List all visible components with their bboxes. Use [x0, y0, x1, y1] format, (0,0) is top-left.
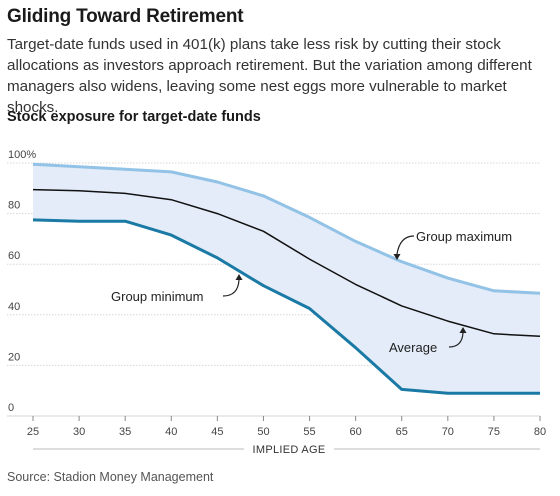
x-tick-label: 55 — [303, 426, 315, 438]
annotation-leader — [396, 235, 415, 255]
y-tick-label: 80 — [8, 200, 20, 212]
series-line-average — [32, 188, 541, 338]
y-tick-label: 40 — [8, 301, 20, 313]
x-tick-label: 75 — [488, 426, 500, 438]
x-axis-label: IMPLIED AGE — [253, 444, 326, 456]
chart-title: Stock exposure for target-date funds — [7, 109, 261, 125]
annotation-arrowhead — [393, 254, 401, 260]
min-max-band — [33, 164, 540, 394]
x-tick-label: 35 — [119, 426, 131, 438]
x-tick-label: 70 — [442, 426, 454, 438]
x-tick-label: 40 — [165, 426, 177, 438]
x-tick-label: 80 — [534, 426, 546, 438]
page-title: Gliding Toward Retirement — [7, 6, 244, 27]
x-axis: 25 30 35 40 45 50 55 60 65 70 75 80 IMPLIED AGE — [27, 416, 546, 456]
x-tick-label: 30 — [73, 426, 85, 438]
annotation-arrowhead — [235, 274, 243, 280]
y-tick-label: 60 — [8, 250, 20, 262]
x-tick-label: 45 — [211, 426, 223, 438]
x-tick-label: 65 — [396, 426, 408, 438]
page-subtitle: Target-date funds used in 401(k) plans t… — [7, 36, 532, 116]
y-tick-label: 0 — [8, 402, 14, 414]
annotation-leader — [448, 332, 464, 348]
source-note: Source: Stadion Money Management — [7, 470, 214, 484]
y-tick-label: 100% — [8, 149, 36, 161]
series-line-group-minimum — [32, 218, 540, 395]
x-tick-label: 60 — [350, 426, 362, 438]
annotation-group-maximum: Group maximum — [416, 229, 512, 244]
x-tick-label: 25 — [27, 426, 39, 438]
y-tick-label: 20 — [8, 351, 20, 363]
annotation-leader — [222, 279, 240, 297]
annotations: Group maximum Average Group minimum — [111, 229, 512, 355]
series-line-group-maximum — [32, 162, 541, 295]
x-tick-label: 50 — [257, 426, 269, 438]
y-axis-labels: 0 20 40 60 80 100% — [8, 149, 36, 414]
series-lines — [32, 162, 541, 395]
annotation-arrowhead — [459, 327, 467, 333]
annotation-average: Average — [389, 340, 437, 355]
annotation-group-minimum: Group minimum — [111, 289, 203, 304]
